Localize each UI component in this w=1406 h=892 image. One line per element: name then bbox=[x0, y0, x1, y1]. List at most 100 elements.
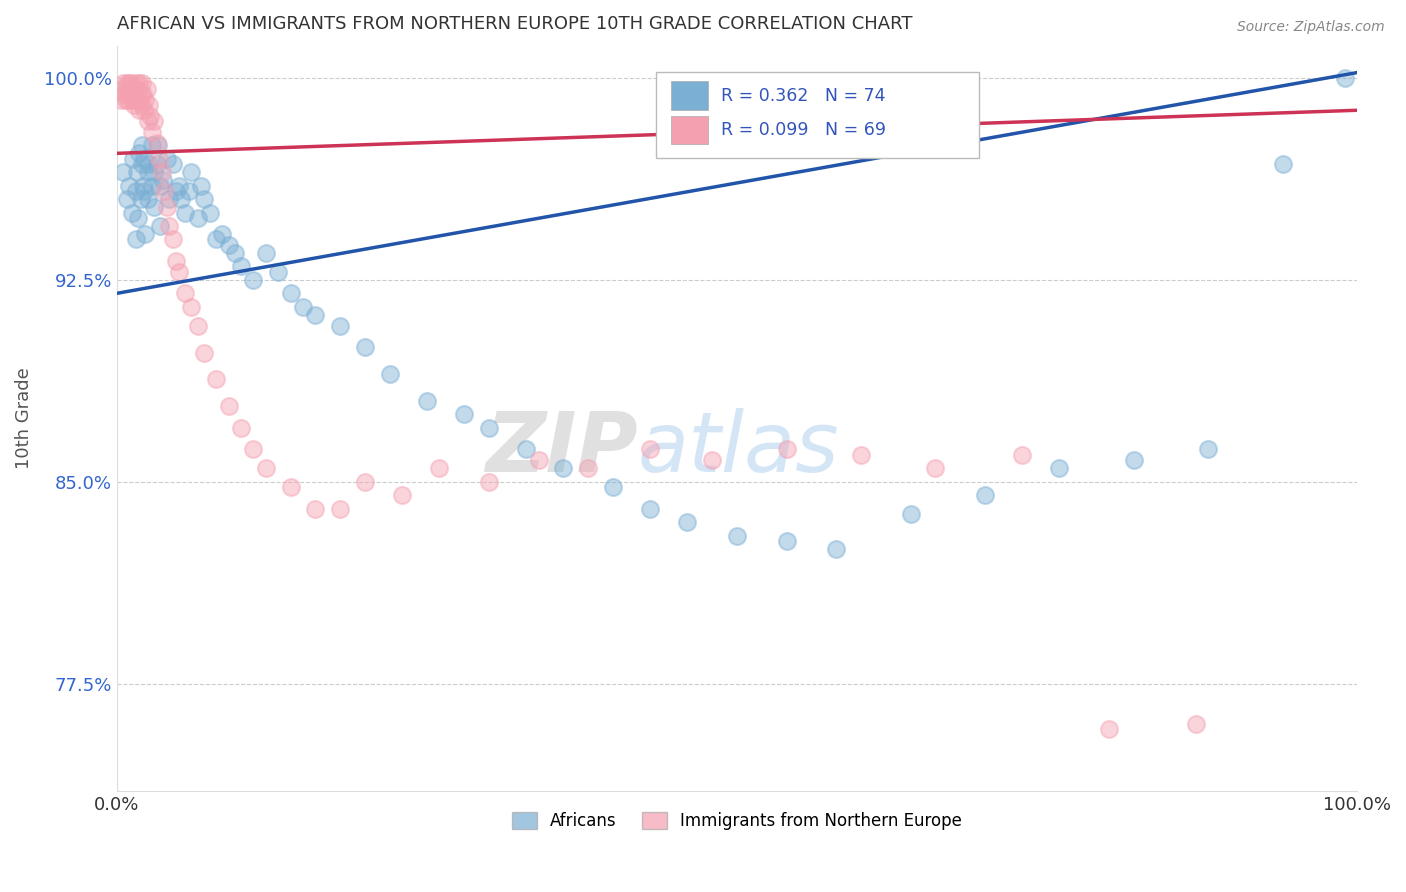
Point bbox=[291, 300, 314, 314]
Point bbox=[121, 93, 143, 107]
Point bbox=[187, 318, 209, 333]
Point bbox=[267, 265, 290, 279]
Point bbox=[134, 152, 156, 166]
Point bbox=[128, 76, 150, 90]
Point bbox=[1047, 461, 1070, 475]
Point bbox=[112, 165, 135, 179]
Point bbox=[115, 76, 138, 90]
Point bbox=[122, 81, 145, 95]
Point bbox=[1271, 157, 1294, 171]
Bar bbox=[671, 116, 709, 145]
Point bbox=[124, 76, 146, 90]
Point bbox=[124, 87, 146, 102]
Text: ZIP: ZIP bbox=[485, 408, 638, 489]
Point bbox=[128, 146, 150, 161]
Point bbox=[131, 98, 153, 112]
Point bbox=[136, 192, 159, 206]
Point bbox=[329, 501, 352, 516]
Point bbox=[136, 165, 159, 179]
Point bbox=[1122, 453, 1144, 467]
Point bbox=[775, 442, 797, 457]
Point bbox=[121, 205, 143, 219]
Point bbox=[125, 81, 148, 95]
Point bbox=[152, 173, 174, 187]
Point bbox=[280, 480, 302, 494]
Point bbox=[1184, 717, 1206, 731]
Bar bbox=[671, 81, 709, 110]
Point bbox=[1197, 442, 1219, 457]
Text: Source: ZipAtlas.com: Source: ZipAtlas.com bbox=[1237, 20, 1385, 34]
Point bbox=[131, 138, 153, 153]
Point bbox=[254, 246, 277, 260]
Point bbox=[190, 178, 212, 193]
Point bbox=[115, 81, 138, 95]
Point bbox=[129, 87, 152, 102]
Text: atlas: atlas bbox=[638, 408, 839, 489]
Point bbox=[354, 340, 377, 354]
Point bbox=[224, 246, 246, 260]
Point bbox=[167, 178, 190, 193]
Point bbox=[141, 138, 163, 153]
FancyBboxPatch shape bbox=[657, 71, 979, 158]
Point bbox=[187, 211, 209, 225]
Point bbox=[155, 152, 177, 166]
Point bbox=[166, 254, 188, 268]
Point bbox=[205, 372, 228, 386]
Point bbox=[114, 93, 136, 107]
Point bbox=[118, 76, 141, 90]
Point bbox=[115, 192, 138, 206]
Point bbox=[157, 192, 180, 206]
Point bbox=[124, 184, 146, 198]
Point bbox=[135, 81, 157, 95]
Point bbox=[150, 165, 173, 179]
Point bbox=[638, 501, 661, 516]
Legend: Africans, Immigrants from Northern Europe: Africans, Immigrants from Northern Europ… bbox=[505, 805, 969, 837]
Point bbox=[211, 227, 233, 241]
Point bbox=[193, 345, 215, 359]
Text: R = 0.099   N = 69: R = 0.099 N = 69 bbox=[721, 121, 886, 139]
Point bbox=[143, 114, 166, 128]
Point bbox=[242, 273, 264, 287]
Point bbox=[354, 475, 377, 489]
Point bbox=[638, 442, 661, 457]
Point bbox=[1333, 70, 1355, 85]
Point bbox=[112, 87, 135, 102]
Point bbox=[157, 219, 180, 233]
Point bbox=[553, 461, 575, 475]
Point bbox=[145, 157, 167, 171]
Point bbox=[149, 178, 172, 193]
Point bbox=[391, 488, 413, 502]
Point bbox=[453, 408, 475, 422]
Point bbox=[242, 442, 264, 457]
Point bbox=[849, 448, 872, 462]
Point bbox=[576, 461, 599, 475]
Point bbox=[138, 157, 160, 171]
Point bbox=[170, 192, 193, 206]
Point bbox=[702, 453, 724, 467]
Point bbox=[146, 138, 169, 153]
Point bbox=[218, 238, 240, 252]
Point bbox=[527, 453, 550, 467]
Point bbox=[145, 136, 167, 150]
Point bbox=[725, 528, 748, 542]
Point bbox=[1011, 448, 1033, 462]
Point bbox=[124, 232, 146, 246]
Point bbox=[127, 93, 149, 107]
Point bbox=[825, 541, 848, 556]
Point bbox=[329, 318, 352, 333]
Point bbox=[775, 533, 797, 548]
Point bbox=[198, 205, 221, 219]
Point bbox=[155, 200, 177, 214]
Point bbox=[229, 421, 252, 435]
Point bbox=[478, 475, 501, 489]
Point bbox=[254, 461, 277, 475]
Point bbox=[515, 442, 537, 457]
Point bbox=[180, 165, 202, 179]
Point bbox=[148, 152, 170, 166]
Point bbox=[900, 507, 922, 521]
Point bbox=[132, 87, 155, 102]
Point bbox=[122, 152, 145, 166]
Point bbox=[125, 165, 148, 179]
Point bbox=[121, 81, 143, 95]
Point bbox=[124, 98, 146, 112]
